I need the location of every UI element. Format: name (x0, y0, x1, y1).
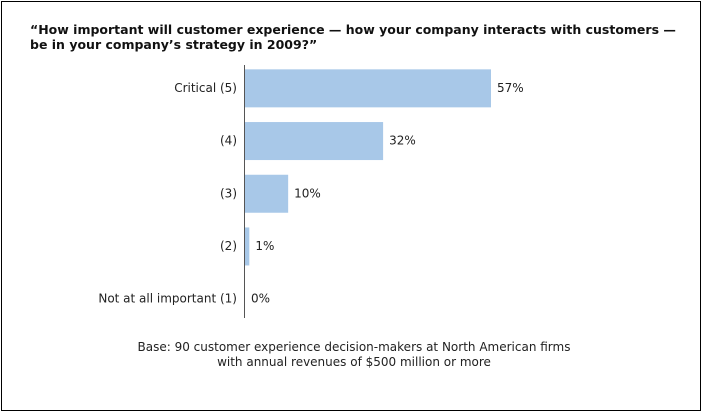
bar (245, 227, 250, 266)
category-label: Not at all important (1) (98, 292, 237, 306)
chart-title: “How important will customer experience … (30, 22, 676, 52)
value-label: 57% (497, 81, 524, 95)
bar (245, 174, 289, 213)
value-label: 32% (389, 134, 416, 148)
bar (245, 122, 384, 161)
category-label: (3) (220, 186, 237, 200)
footnote: Base: 90 customer experience decision-ma… (137, 340, 571, 369)
value-label: 0% (251, 292, 270, 306)
category-label: (4) (220, 134, 237, 148)
category-label: (2) (220, 239, 237, 253)
value-label: 10% (294, 186, 321, 200)
category-label: Critical (5) (174, 81, 237, 95)
bar (245, 69, 491, 108)
value-label: 1% (255, 239, 274, 253)
